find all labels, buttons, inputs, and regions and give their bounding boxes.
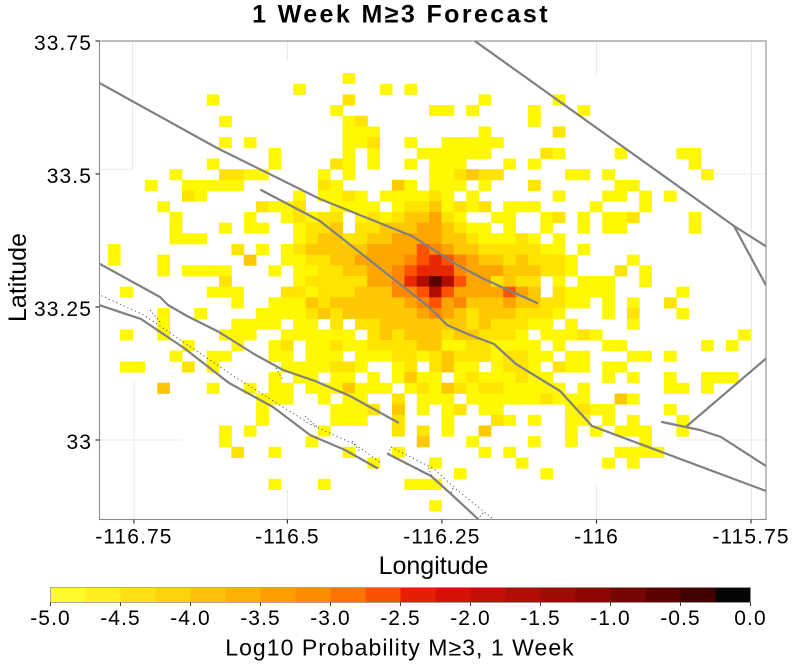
svg-text:-2.0: -2.0	[450, 607, 491, 630]
svg-text:33.25: 33.25	[34, 298, 92, 321]
svg-text:33.75: 33.75	[34, 32, 92, 55]
svg-text:-4.5: -4.5	[100, 607, 141, 630]
svg-text:-4.0: -4.0	[170, 607, 211, 630]
svg-text:33.5: 33.5	[47, 165, 92, 188]
svg-text:-3.5: -3.5	[240, 607, 281, 630]
svg-text:0.0: 0.0	[734, 607, 767, 630]
svg-text:-116: -116	[574, 526, 619, 549]
svg-text:-0.5: -0.5	[660, 607, 701, 630]
svg-text:-116.25: -116.25	[403, 526, 480, 549]
svg-text:-3.0: -3.0	[310, 607, 351, 630]
svg-text:-116.75: -116.75	[95, 526, 172, 549]
svg-text:Longitude: Longitude	[379, 552, 489, 580]
svg-text:-5.0: -5.0	[30, 607, 71, 630]
svg-text:33: 33	[66, 431, 92, 454]
svg-text:Log10 Probability M≥3, 1 Week: Log10 Probability M≥3, 1 Week	[225, 635, 575, 661]
svg-text:Latitude: Latitude	[4, 233, 32, 322]
svg-text:-2.5: -2.5	[380, 607, 421, 630]
svg-text:-1.0: -1.0	[590, 607, 631, 630]
svg-text:-115.75: -115.75	[712, 526, 789, 549]
svg-text:-116.5: -116.5	[255, 526, 320, 549]
svg-text:-1.5: -1.5	[520, 607, 561, 630]
svg-text:1 Week M≥3 Forecast: 1 Week M≥3 Forecast	[252, 1, 550, 29]
